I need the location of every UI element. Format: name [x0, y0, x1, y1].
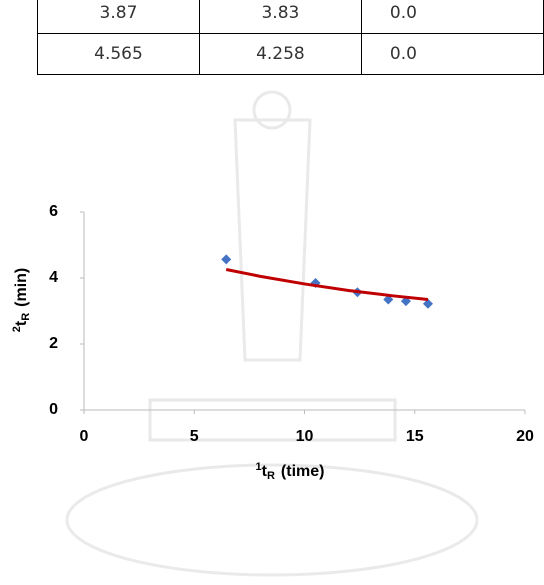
x-axis-label: 1tR (time) [256, 461, 325, 482]
fit-line [225, 268, 429, 301]
y-tick-label: 2 [49, 335, 58, 352]
data-point [422, 298, 433, 309]
table-cell: 4.258 [198, 33, 362, 75]
data-table: 3.87 3.83 0.0 4.565 4.258 0.0 [37, 0, 544, 75]
y-tick-label: 4 [49, 269, 58, 286]
x-tick-label: 20 [516, 428, 534, 445]
y-axis-label: 2tR(min) [11, 268, 32, 333]
x-tick-label: 0 [80, 428, 89, 445]
data-point [221, 254, 232, 265]
watermark [65, 90, 479, 577]
x-tick-label: 15 [406, 428, 424, 445]
table-cell: 0.0 [360, 0, 544, 34]
table-cell: 3.87 [37, 0, 200, 34]
x-tick-label: 5 [190, 428, 199, 445]
table-cell: 0.0 [360, 33, 544, 75]
x-tick-label: 10 [296, 428, 314, 445]
y-tick-label: 0 [49, 401, 58, 418]
y-tick-label: 6 [49, 203, 58, 220]
